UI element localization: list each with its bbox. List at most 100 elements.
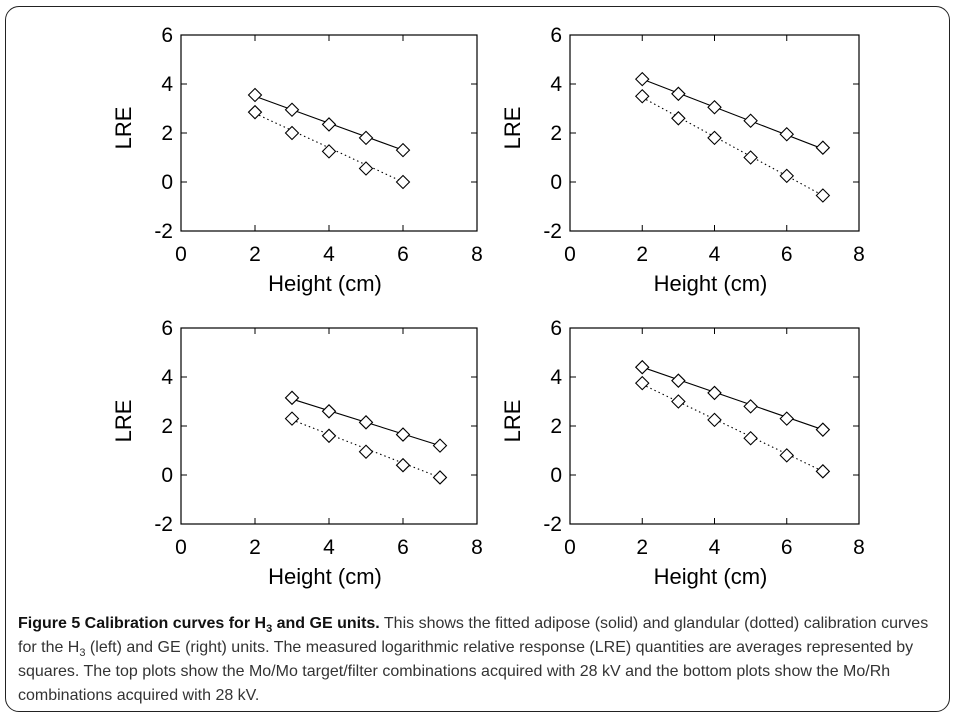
data-point-diamond	[321, 404, 337, 419]
data-point-diamond	[743, 150, 758, 165]
x-tick-label: 8	[471, 536, 483, 559]
data-point-diamond	[284, 125, 300, 141]
data-point-diamond	[358, 130, 374, 146]
y-tick-label: 4	[161, 366, 173, 389]
data-point-diamond	[358, 415, 374, 430]
x-tick-label: 4	[323, 536, 335, 559]
data-point-diamond	[779, 448, 795, 463]
y-tick-label: 6	[161, 24, 173, 47]
x-tick-label: 0	[175, 536, 187, 559]
x-tick-label: 8	[853, 243, 865, 266]
x-axis-label: Height (cm)	[654, 271, 768, 296]
x-tick-label: 2	[249, 243, 261, 266]
data-point-diamond	[671, 373, 686, 388]
y-axis-label: LRE	[500, 107, 525, 150]
data-point-diamond	[284, 411, 300, 426]
y-tick-label: 0	[550, 464, 562, 487]
data-point-diamond	[743, 430, 758, 446]
y-axis-label: LRE	[111, 107, 136, 150]
x-axis-label: Height (cm)	[654, 564, 768, 589]
data-point-diamond	[815, 464, 831, 479]
data-point-diamond	[634, 71, 650, 87]
adipose-fit-line	[642, 366, 824, 431]
data-point-diamond	[815, 422, 831, 437]
data-point-diamond	[395, 427, 411, 442]
data-point-diamond	[284, 390, 300, 406]
y-tick-label: -2	[543, 513, 562, 536]
data-point-diamond	[634, 88, 650, 104]
data-point-diamond	[321, 117, 337, 132]
data-point-diamond	[707, 412, 722, 428]
data-point-diamond	[779, 411, 795, 426]
caption-body: This shows the fitted adipose (solid) an…	[18, 615, 929, 656]
x-tick-label: 4	[323, 243, 335, 266]
x-axis-label: Height (cm)	[268, 271, 382, 296]
caption-title: Figure 5 Calibration curves for H3 and G…	[18, 615, 380, 636]
data-point-diamond	[671, 394, 686, 409]
x-tick-label: 6	[397, 243, 409, 266]
data-point-diamond	[395, 174, 411, 190]
data-point-diamond	[779, 126, 795, 142]
y-tick-label: 2	[550, 122, 562, 145]
data-point-diamond	[743, 113, 758, 129]
data-point-diamond	[432, 470, 448, 485]
data-point-diamond	[707, 99, 722, 115]
y-axis-label: LRE	[111, 400, 136, 443]
data-point-diamond	[743, 399, 758, 414]
plot-area-frame	[180, 34, 478, 232]
y-tick-label: 2	[161, 122, 173, 145]
y-tick-label: -2	[154, 513, 173, 536]
data-point-diamond	[815, 140, 831, 155]
x-tick-label: 4	[709, 243, 721, 266]
caption-body-subscript: 3	[79, 647, 86, 660]
y-tick-label: 6	[550, 317, 562, 340]
y-tick-label: 4	[550, 366, 562, 389]
x-tick-label: 8	[471, 243, 483, 266]
data-point-diamond	[284, 102, 300, 118]
data-point-diamond	[634, 359, 650, 375]
x-tick-label: 6	[781, 536, 793, 559]
y-tick-label: -2	[154, 220, 173, 243]
data-point-diamond	[634, 375, 650, 391]
x-tick-label: 6	[397, 536, 409, 559]
y-tick-label: 4	[161, 73, 173, 96]
y-tick-label: -2	[543, 220, 562, 243]
caption-title-text: Figure 5 Calibration curves for H	[18, 615, 267, 632]
y-tick-label: 0	[550, 171, 562, 194]
data-point-diamond	[321, 144, 337, 159]
figure-caption: Figure 5 Calibration curves for H3 and G…	[18, 612, 943, 708]
y-tick-label: 4	[550, 73, 562, 96]
caption-title-end: and GE units.	[272, 615, 380, 632]
data-point-diamond	[247, 104, 263, 120]
y-tick-label: 6	[161, 317, 173, 340]
plot-area-frame	[180, 327, 478, 525]
data-point-diamond	[358, 444, 374, 460]
caption-title-subscript: 3	[266, 623, 273, 636]
glandular-fit-line	[642, 383, 824, 472]
x-tick-label: 8	[853, 536, 865, 559]
x-tick-label: 2	[249, 536, 261, 559]
x-tick-label: 0	[564, 243, 576, 266]
x-tick-label: 0	[564, 536, 576, 559]
y-tick-label: 2	[550, 415, 562, 438]
x-tick-label: 4	[709, 536, 721, 559]
data-point-diamond	[432, 438, 448, 453]
x-tick-label: 0	[175, 243, 187, 266]
caption-body-end: (left) and GE (right) units. The measure…	[18, 639, 914, 704]
x-tick-label: 2	[636, 243, 648, 266]
data-point-diamond	[779, 168, 795, 184]
data-point-diamond	[671, 111, 686, 126]
y-axis-label: LRE	[500, 400, 525, 443]
data-point-diamond	[358, 161, 374, 176]
data-point-diamond	[247, 87, 263, 103]
x-axis-label: Height (cm)	[268, 564, 382, 589]
y-tick-label: 0	[161, 464, 173, 487]
data-point-diamond	[707, 130, 722, 146]
data-point-diamond	[671, 86, 686, 102]
data-point-diamond	[815, 188, 831, 203]
x-tick-label: 2	[636, 536, 648, 559]
